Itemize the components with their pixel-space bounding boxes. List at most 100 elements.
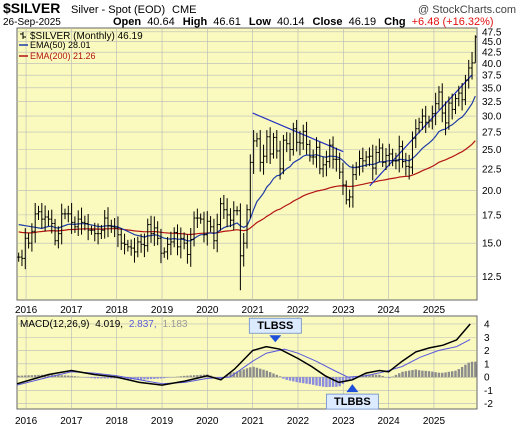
- macd-histogram-bar: [398, 373, 401, 378]
- macd-histogram-bar: [311, 377, 315, 385]
- price-xtick-label: 2022: [287, 305, 310, 316]
- price-xtick-label: 2021: [242, 305, 265, 316]
- macd-histogram-bar: [275, 374, 278, 378]
- price-ytick-label: 40.0: [482, 59, 502, 70]
- macd-histogram-bar: [110, 377, 113, 379]
- legend-ohlc-marker: [20, 32, 26, 39]
- macd-ytick-label: -2: [484, 399, 493, 410]
- macd-histogram-bar: [103, 377, 106, 379]
- macd-histogram-bar: [133, 377, 136, 380]
- close-value: 46.19: [349, 16, 377, 28]
- macd-histogram-bar: [60, 375, 63, 378]
- macd-histogram-bar: [50, 374, 53, 378]
- price-ytick-label: 47.5: [482, 27, 502, 38]
- trendline: [252, 112, 344, 153]
- ohlc-readout: Open 40.64 High 46.61 Low 40.14 Close 46…: [113, 16, 494, 28]
- macd-histogram-bar: [146, 377, 149, 380]
- macd-histogram-bar: [434, 372, 437, 378]
- price-xtick-label: 2024: [378, 305, 401, 316]
- macd-histogram-bar: [123, 377, 126, 379]
- macd-xtick-label: 2016: [15, 416, 38, 427]
- macd-histogram-bar: [73, 376, 77, 378]
- macd-histogram-bar: [371, 374, 374, 378]
- macd-histogram-bar: [441, 372, 444, 378]
- macd-histogram-bar: [318, 377, 322, 387]
- arrow-down-icon: [269, 335, 282, 343]
- price-ytick-label: 32.5: [482, 97, 502, 108]
- macd-histogram-bar: [368, 374, 371, 378]
- low-value: 40.14: [277, 16, 305, 28]
- macd-histogram-bar: [431, 371, 434, 378]
- macd-histogram-bar: [90, 377, 93, 379]
- high-value: 46.61: [213, 16, 241, 28]
- macd-histogram-bar: [179, 376, 183, 378]
- macd-histogram-bar: [292, 377, 295, 382]
- macd-histogram-bar: [295, 377, 298, 383]
- macd-histogram-bar: [93, 377, 96, 379]
- macd-histogram-bar: [225, 374, 229, 378]
- annotation-box-tlbbs: [325, 393, 379, 410]
- macd-histogram-bar: [450, 371, 454, 378]
- open-label: Open: [113, 16, 141, 28]
- macd-histogram-bar: [404, 371, 408, 378]
- macd-histogram-bar: [63, 375, 67, 378]
- macd-histogram-bar: [457, 369, 460, 378]
- macd-histogram-bar: [474, 361, 477, 378]
- macd-legend-label: MACD(12,26,9): [20, 319, 89, 330]
- macd-histogram-bar: [388, 377, 391, 379]
- arrow-up-icon: [346, 384, 359, 393]
- macd-histogram-bar: [470, 361, 474, 378]
- macd-xtick-label: 2017: [60, 416, 83, 427]
- macd-histogram-bar: [172, 377, 176, 378]
- price-xtick-label: 2016: [15, 305, 38, 316]
- price-ytick-label: 42.5: [482, 48, 502, 59]
- price-xtick-label: 2023: [332, 305, 355, 316]
- macd-ytick-label: 2: [484, 346, 490, 357]
- macd-xtick-label: 2019: [151, 416, 174, 427]
- macd-histogram-bar: [467, 362, 470, 378]
- macd-ytick-label: 0: [484, 373, 490, 384]
- macd-histogram-bar: [378, 374, 381, 378]
- macd-histogram-bar: [70, 375, 73, 378]
- macd-histogram-bar: [341, 377, 345, 384]
- legend-price: $SILVER (Monthly) 46.19: [30, 31, 143, 42]
- macd-xtick-label: 2018: [106, 416, 129, 427]
- macd-histogram-bar: [394, 374, 398, 378]
- macd-histogram-bar: [417, 370, 421, 378]
- macd-histogram-bar: [325, 377, 328, 388]
- macd-histogram-bar: [427, 371, 431, 378]
- macd-histogram-bar: [391, 376, 394, 378]
- price-ytick-label: 35.0: [482, 83, 502, 94]
- macd-histogram-bar: [47, 374, 50, 378]
- macd-histogram-bar: [401, 371, 404, 378]
- macd-histogram-bar: [381, 375, 384, 378]
- macd-histogram-bar: [229, 372, 232, 378]
- macd-histogram-bar: [186, 375, 189, 378]
- macd-histogram-bar: [239, 370, 242, 378]
- macd-histogram-bar: [136, 377, 139, 380]
- high-label: High: [183, 16, 208, 28]
- macd-histogram-bar: [252, 366, 255, 378]
- macd-legend: MACD(12,26,9) 4.019, 2.837, 1.183: [20, 319, 188, 330]
- macd-histogram-bar: [411, 370, 414, 378]
- macd-xtick-label: 2020: [196, 416, 219, 427]
- macd-histogram-bar: [265, 370, 269, 378]
- chart-date: 26-Sep-2025: [3, 17, 61, 28]
- chart-symbol: $SILVER: [3, 0, 60, 16]
- macd-histogram-bar: [255, 367, 259, 378]
- price-ytick-label: 17.5: [482, 210, 502, 221]
- annotation-tlbss: TLBSS: [257, 320, 293, 332]
- macd-histogram-bar: [34, 375, 37, 378]
- macd-histogram-bar: [163, 377, 166, 379]
- macd-histogram-bar: [182, 375, 186, 378]
- macd-histogram-bar: [245, 368, 249, 378]
- macd-histogram-bar: [20, 375, 24, 378]
- price-ytick-label: 22.5: [482, 164, 502, 175]
- macd-histogram-bar: [331, 377, 335, 387]
- chart-exchange: CME: [172, 4, 196, 16]
- macd-ytick-label: -1: [484, 386, 493, 397]
- price-legend: $SILVER (Monthly) 46.19 EMA(50) 28.01 EM…: [19, 31, 143, 61]
- macd-xtick-label: 2022: [287, 416, 310, 427]
- macd-histogram-bar: [57, 375, 60, 378]
- annotation-tlbbs: TLBBS: [334, 396, 371, 408]
